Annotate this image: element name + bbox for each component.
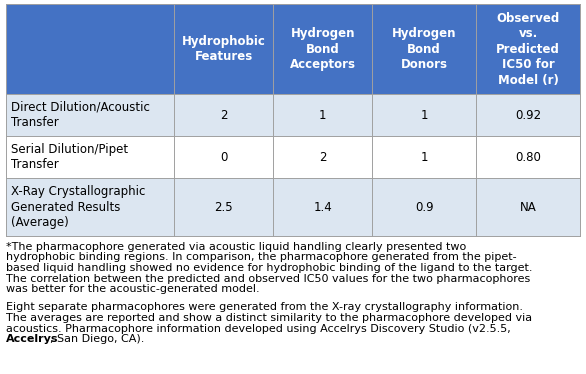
Text: Observed
vs.
Predicted
IC50 for
Model (r): Observed vs. Predicted IC50 for Model (r… <box>496 12 560 86</box>
Text: 2: 2 <box>220 108 227 122</box>
Text: Eight separate pharmacophores were generated from the X-ray crystallography info: Eight separate pharmacophores were gener… <box>6 303 523 313</box>
Text: , San Diego, CA).: , San Diego, CA). <box>50 334 144 344</box>
Text: The correlation between the predicted and observed IC50 values for the two pharm: The correlation between the predicted an… <box>6 273 530 283</box>
Text: acoustics. Pharmacophore information developed using Accelrys Discovery Studio (: acoustics. Pharmacophore information dev… <box>6 324 511 334</box>
Text: NA: NA <box>520 200 536 214</box>
Bar <box>6 94 580 136</box>
Bar <box>6 4 580 94</box>
Text: 1.4: 1.4 <box>314 200 332 214</box>
Text: X-Ray Crystallographic
Generated Results
(Average): X-Ray Crystallographic Generated Results… <box>11 185 145 229</box>
Text: Accelrys: Accelrys <box>6 334 59 344</box>
Text: hydrophobic binding regions. In comparison, the pharmacophore generated from the: hydrophobic binding regions. In comparis… <box>6 252 517 263</box>
Text: 0.9: 0.9 <box>415 200 434 214</box>
Text: based liquid handling showed no evidence for hydrophobic binding of the ligand t: based liquid handling showed no evidence… <box>6 263 533 273</box>
Text: The averages are reported and show a distinct similarity to the pharmacophore de: The averages are reported and show a dis… <box>6 313 532 323</box>
Text: 1: 1 <box>420 150 428 163</box>
Text: Hydrogen
Bond
Donors: Hydrogen Bond Donors <box>392 27 456 71</box>
Text: Serial Dilution/Pipet
Transfer: Serial Dilution/Pipet Transfer <box>11 143 128 171</box>
Bar <box>6 136 580 178</box>
Text: 0.80: 0.80 <box>515 150 541 163</box>
Text: 2.5: 2.5 <box>214 200 233 214</box>
Text: Hydrogen
Bond
Acceptors: Hydrogen Bond Acceptors <box>289 27 356 71</box>
Bar <box>6 178 580 236</box>
Text: 1: 1 <box>319 108 326 122</box>
Text: was better for the acoustic-generated model.: was better for the acoustic-generated mo… <box>6 284 260 294</box>
Text: *The pharmacophore generated via acoustic liquid handling clearly presented two: *The pharmacophore generated via acousti… <box>6 242 466 252</box>
Text: 2: 2 <box>319 150 326 163</box>
Text: 0.92: 0.92 <box>515 108 541 122</box>
Text: 1: 1 <box>420 108 428 122</box>
Text: Hydrophobic
Features: Hydrophobic Features <box>182 35 265 63</box>
Text: 0: 0 <box>220 150 227 163</box>
Text: Direct Dilution/Acoustic
Transfer: Direct Dilution/Acoustic Transfer <box>11 101 150 129</box>
